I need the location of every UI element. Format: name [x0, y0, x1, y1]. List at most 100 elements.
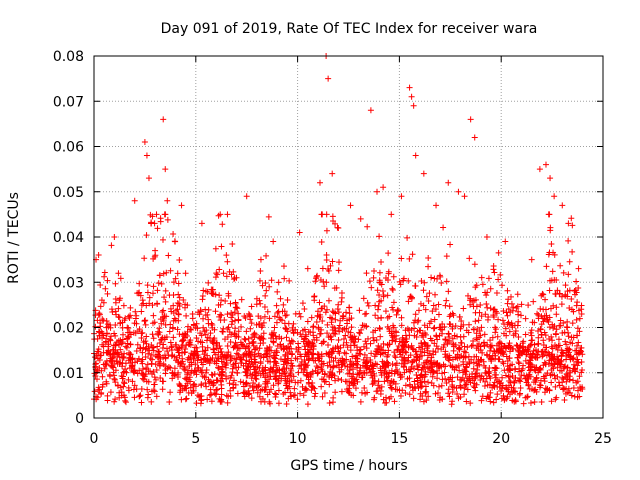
roti-sample — [460, 361, 467, 368]
roti-sample — [178, 360, 185, 367]
data-point — [316, 179, 323, 186]
roti-sample — [547, 305, 554, 312]
roti-sample — [273, 319, 280, 326]
roti-sample — [574, 299, 581, 306]
roti-sample — [566, 258, 573, 265]
roti-sample — [199, 373, 206, 380]
roti-sample — [374, 349, 381, 356]
roti-sample — [260, 330, 267, 337]
roti-sample — [397, 393, 404, 400]
roti-sample — [553, 304, 560, 311]
roti-sample — [442, 375, 449, 382]
roti-sample — [281, 345, 288, 352]
roti-sample — [123, 344, 130, 351]
roti-sample — [563, 356, 570, 363]
y-tick-label: 0.03 — [53, 275, 84, 291]
roti-sample — [498, 340, 505, 347]
roti-sample — [261, 304, 268, 311]
roti-sample — [430, 302, 437, 309]
roti-sample — [351, 339, 358, 346]
roti-sample — [144, 289, 151, 296]
roti-sample — [107, 324, 114, 331]
roti-sample — [138, 334, 145, 341]
roti-sample — [560, 269, 567, 276]
roti-sample — [545, 211, 552, 218]
roti-sample — [168, 344, 175, 351]
roti-sample — [106, 336, 113, 343]
roti-sample — [564, 345, 571, 352]
roti-sample — [250, 387, 257, 394]
roti-sample — [326, 381, 333, 388]
roti-sample — [309, 368, 316, 375]
roti-sample — [329, 258, 336, 265]
roti-sample — [439, 330, 446, 337]
roti-sample — [226, 328, 233, 335]
roti-sample — [370, 334, 377, 341]
roti-sample — [475, 340, 482, 347]
roti-sample — [176, 302, 183, 309]
roti-sample — [473, 330, 480, 337]
roti-sample — [423, 293, 430, 300]
roti-sample — [335, 267, 342, 274]
roti-sample — [115, 341, 122, 348]
roti-sample — [102, 285, 109, 292]
roti-sample — [104, 321, 111, 328]
data-point — [270, 238, 277, 245]
roti-sample — [409, 251, 416, 258]
roti-sample — [199, 343, 206, 350]
roti-sample — [568, 296, 575, 303]
roti-sample — [307, 329, 314, 336]
roti-sample — [374, 361, 381, 368]
roti-sample — [183, 395, 190, 402]
roti-sample — [557, 317, 564, 324]
roti-sample — [336, 368, 343, 375]
roti-sample — [417, 348, 424, 355]
roti-sample — [558, 293, 565, 300]
roti-sample — [302, 386, 309, 393]
roti-sample — [287, 389, 294, 396]
roti-sample — [204, 334, 211, 341]
roti-sample — [514, 354, 521, 361]
data-point — [412, 152, 419, 159]
roti-sample — [160, 270, 167, 277]
roti-sample — [363, 310, 370, 317]
roti-sample — [294, 348, 301, 355]
roti-sample — [495, 316, 502, 323]
roti-sample — [547, 372, 554, 379]
roti-sample — [262, 378, 269, 385]
roti-sample — [257, 300, 264, 307]
roti-sample — [501, 343, 508, 350]
roti-sample — [455, 345, 462, 352]
roti-sample — [379, 287, 386, 294]
roti-sample — [214, 342, 221, 349]
roti-sample — [565, 385, 572, 392]
roti-sample — [498, 387, 505, 394]
roti-sample — [480, 339, 487, 346]
roti-sample — [181, 349, 188, 356]
roti-sample — [149, 290, 156, 297]
roti-sample — [268, 277, 275, 284]
roti-sample — [539, 352, 546, 359]
roti-sample — [230, 381, 237, 388]
roti-sample — [392, 368, 399, 375]
roti-sample — [377, 365, 384, 372]
roti-sample — [192, 344, 199, 351]
roti-sample — [265, 213, 272, 220]
roti-sample — [566, 367, 573, 374]
roti-sample — [458, 340, 465, 347]
data-point — [461, 193, 468, 200]
roti-sample — [530, 379, 537, 386]
roti-sample — [96, 329, 103, 336]
roti-sample — [428, 364, 435, 371]
roti-sample — [247, 325, 254, 332]
roti-sample — [560, 384, 567, 391]
roti-sample — [354, 344, 361, 351]
roti-sample — [542, 296, 549, 303]
data-point — [162, 166, 169, 173]
roti-sample — [460, 321, 467, 328]
roti-sample — [136, 393, 143, 400]
roti-sample — [515, 311, 522, 318]
roti-sample — [263, 384, 270, 391]
roti-sample — [525, 302, 532, 309]
